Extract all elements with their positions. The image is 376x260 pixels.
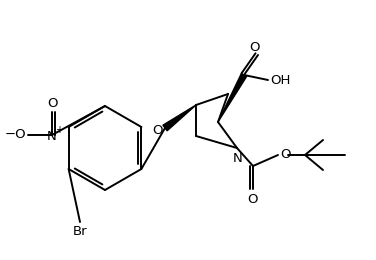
Text: N: N <box>47 129 57 142</box>
Text: +: + <box>55 125 63 135</box>
Text: OH: OH <box>270 74 290 87</box>
Text: O: O <box>47 97 57 110</box>
Text: −O: −O <box>5 128 26 141</box>
Text: O: O <box>153 124 163 136</box>
Text: O: O <box>280 148 291 161</box>
Text: O: O <box>248 193 258 206</box>
Polygon shape <box>163 105 196 131</box>
Text: O: O <box>250 41 260 54</box>
Text: N: N <box>233 152 243 165</box>
Polygon shape <box>218 74 247 122</box>
Text: Br: Br <box>73 225 87 238</box>
